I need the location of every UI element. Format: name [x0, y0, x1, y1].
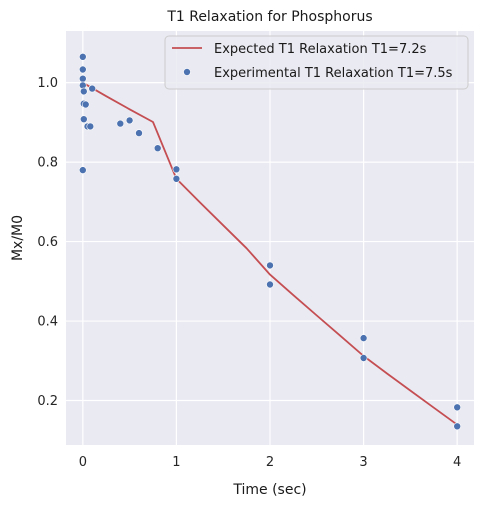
legend-label-expected: Expected T1 Relaxation T1=7.2s: [214, 42, 427, 57]
x-axis-ticks: 0 1 2 3 4: [79, 455, 462, 470]
legend-box: [164, 35, 469, 90]
experimental-data-point: [135, 129, 143, 137]
y-tick-label: 0.6: [37, 235, 58, 250]
grid-lines: [66, 31, 474, 445]
experimental-data-point: [453, 422, 462, 431]
legend: Expected T1 Relaxation T1=7.2s Experimen…: [164, 35, 469, 90]
experimental-data-point: [81, 100, 90, 109]
experimental-data-point: [79, 65, 87, 74]
x-tick-label: 1: [172, 455, 180, 470]
experimental-data-point: [359, 334, 368, 342]
y-tick-label: 1.0: [37, 76, 58, 91]
legend-dot-marker: [183, 68, 191, 76]
experimental-data-point: [359, 354, 368, 362]
y-tick-label: 0.4: [37, 315, 58, 330]
experimental-data-point: [80, 87, 88, 96]
y-axis-label: Mx/M0: [10, 215, 26, 261]
x-tick-label: 2: [266, 455, 274, 470]
x-tick-label: 3: [359, 455, 367, 470]
experimental-data-point: [116, 119, 125, 128]
expected-relaxation-line: [82, 81, 458, 426]
experimental-data-point: [125, 116, 134, 125]
experimental-data-point: [86, 122, 95, 131]
x-tick-label: 4: [453, 455, 461, 470]
experimental-data-point: [172, 165, 181, 174]
experimental-data-point: [172, 175, 181, 183]
experimental-data-point: [153, 144, 162, 152]
y-tick-label: 0.8: [37, 156, 58, 171]
chart-title: T1 Relaxation for Phosphorus: [166, 9, 372, 25]
series-layer: [79, 52, 462, 431]
experimental-data-point: [88, 84, 96, 93]
experimental-data-point: [266, 280, 274, 289]
y-axis-ticks: 0.2 0.4 0.6 0.8 1.0: [37, 76, 58, 409]
x-axis-label: Time (sec): [232, 482, 306, 498]
y-tick-label: 0.2: [37, 394, 58, 409]
legend-label-experimental: Experimental T1 Relaxation T1=7.5s: [214, 66, 453, 81]
experimental-data-point: [79, 52, 87, 61]
experimental-data-point: [79, 74, 87, 83]
x-tick-label: 0: [79, 455, 87, 470]
experimental-data-point: [79, 166, 87, 174]
experimental-data-point: [453, 403, 462, 412]
experimental-data-point: [80, 115, 88, 123]
experimental-data-point: [266, 261, 274, 270]
